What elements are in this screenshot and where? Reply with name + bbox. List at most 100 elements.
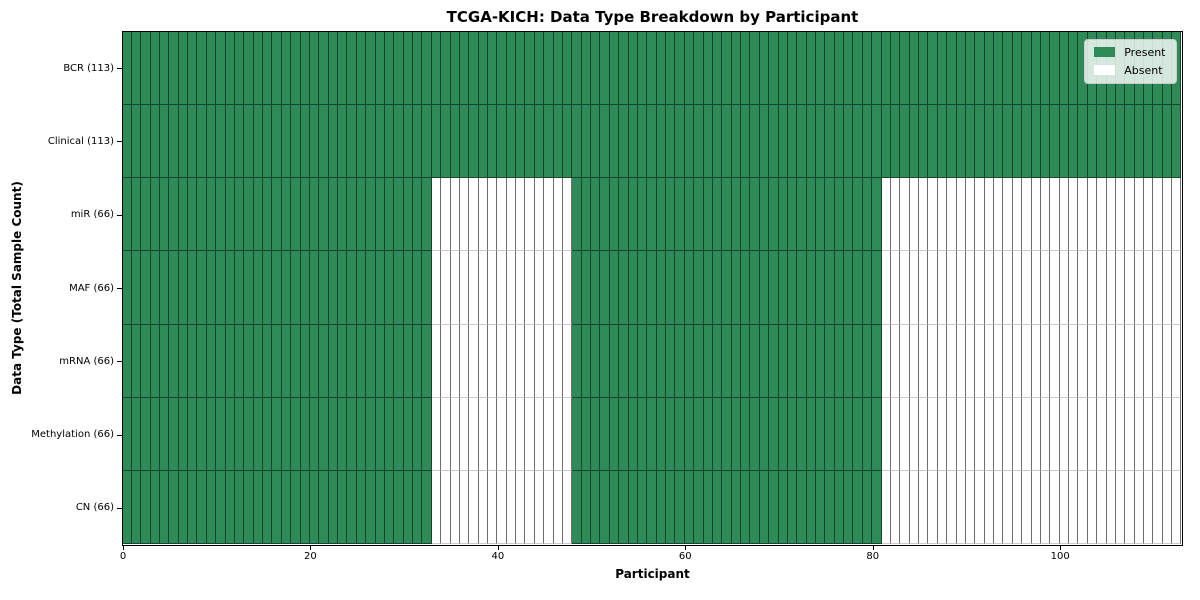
heatmap-cell <box>769 104 779 179</box>
heatmap-cell <box>872 104 882 179</box>
heatmap-cell <box>637 178 648 252</box>
heatmap-cell <box>150 324 160 398</box>
heatmap-cell <box>806 251 816 325</box>
heatmap-cell <box>506 397 517 472</box>
heatmap-cell <box>487 251 498 325</box>
heatmap-cell <box>619 31 629 105</box>
heatmap-cell <box>487 324 498 398</box>
y-tick-mark <box>117 288 122 289</box>
heatmap-cell <box>375 324 385 398</box>
heatmap-cell <box>806 471 816 545</box>
heatmap-cell <box>206 397 217 472</box>
heatmap-cell <box>394 251 404 325</box>
heatmap-cell <box>525 397 535 472</box>
heatmap-cell <box>384 104 395 179</box>
heatmap-cell <box>197 397 207 472</box>
heatmap-cell <box>122 324 132 398</box>
heatmap-cell <box>666 397 676 472</box>
heatmap-cell <box>750 324 760 398</box>
heatmap-cell <box>928 251 938 325</box>
heatmap-cell <box>422 104 432 179</box>
x-tick-mark <box>310 545 312 550</box>
heatmap-cell <box>797 397 807 472</box>
heatmap-cell <box>291 324 301 398</box>
heatmap-cell <box>675 397 685 472</box>
heatmap-cell <box>225 31 235 105</box>
heatmap-cell <box>853 324 863 398</box>
heatmap-cell <box>647 104 657 179</box>
heatmap-cell <box>1022 324 1032 398</box>
heatmap-cell <box>300 324 310 398</box>
heatmap-cell <box>131 31 142 105</box>
heatmap-cell <box>1059 471 1070 545</box>
heatmap-cell <box>1003 104 1013 179</box>
heatmap-cell <box>1115 324 1126 398</box>
heatmap-cell <box>150 178 160 252</box>
heatmap-cell <box>544 251 554 325</box>
heatmap-cell <box>731 324 742 398</box>
heatmap-cell <box>731 471 742 545</box>
heatmap-cell <box>1097 104 1107 179</box>
heatmap-cell <box>300 104 310 179</box>
heatmap-cell <box>197 471 207 545</box>
heatmap-cell <box>722 251 732 325</box>
heatmap-cell <box>759 251 770 325</box>
heatmap-cell <box>122 31 132 105</box>
heatmap-cell <box>825 104 835 179</box>
heatmap-cell <box>375 397 385 472</box>
heatmap-cell <box>965 471 976 545</box>
heatmap-cell <box>787 251 798 325</box>
heatmap-cell <box>797 104 807 179</box>
heatmap-cell <box>534 104 545 179</box>
heatmap-cell <box>872 397 882 472</box>
heatmap-cell <box>731 31 742 105</box>
heatmap-cell <box>234 104 245 179</box>
heatmap-cell <box>712 324 723 398</box>
heatmap-cell <box>825 397 835 472</box>
heatmap-cell <box>750 251 760 325</box>
heatmap-cell <box>291 397 301 472</box>
heatmap-cell <box>637 397 648 472</box>
heatmap-cell <box>328 324 339 398</box>
heatmap-cell <box>1050 104 1060 179</box>
heatmap-cell <box>422 397 432 472</box>
heatmap-cell <box>272 104 282 179</box>
heatmap-cell <box>684 104 695 179</box>
heatmap-cell <box>122 471 132 545</box>
heatmap-cell <box>1078 251 1088 325</box>
heatmap-cell <box>366 251 376 325</box>
heatmap-cell <box>947 31 957 105</box>
heatmap-cell <box>1012 251 1023 325</box>
heatmap-cell <box>497 104 507 179</box>
heatmap-cell <box>881 471 891 545</box>
heatmap-cell <box>562 104 573 179</box>
heatmap-cell <box>366 104 376 179</box>
heatmap-cell <box>675 324 685 398</box>
heatmap-cell <box>675 31 685 105</box>
heatmap-cell <box>769 324 779 398</box>
heatmap-cell <box>319 471 329 545</box>
heatmap-cell <box>450 31 460 105</box>
heatmap-cell <box>844 104 854 179</box>
heatmap-cell <box>216 178 226 252</box>
heatmap-cell <box>1031 178 1041 252</box>
heatmap-cell <box>591 397 601 472</box>
heatmap-cell <box>694 31 704 105</box>
heatmap-cell <box>759 178 770 252</box>
heatmap-cell <box>1040 471 1051 545</box>
heatmap-cell <box>759 471 770 545</box>
heatmap-cell <box>816 178 826 252</box>
heatmap-cell <box>216 31 226 105</box>
heatmap-cell <box>853 397 863 472</box>
heatmap-cell <box>338 324 348 398</box>
heatmap-cell <box>937 31 948 105</box>
heatmap-cell <box>525 104 535 179</box>
heatmap-cell <box>619 324 629 398</box>
heatmap-cell <box>216 471 226 545</box>
heatmap-cell <box>609 178 620 252</box>
heatmap-cell <box>694 104 704 179</box>
heatmap-cell <box>450 397 460 472</box>
heatmap-cell <box>1153 471 1163 545</box>
heatmap-cell <box>722 324 732 398</box>
heatmap-cell <box>150 31 160 105</box>
